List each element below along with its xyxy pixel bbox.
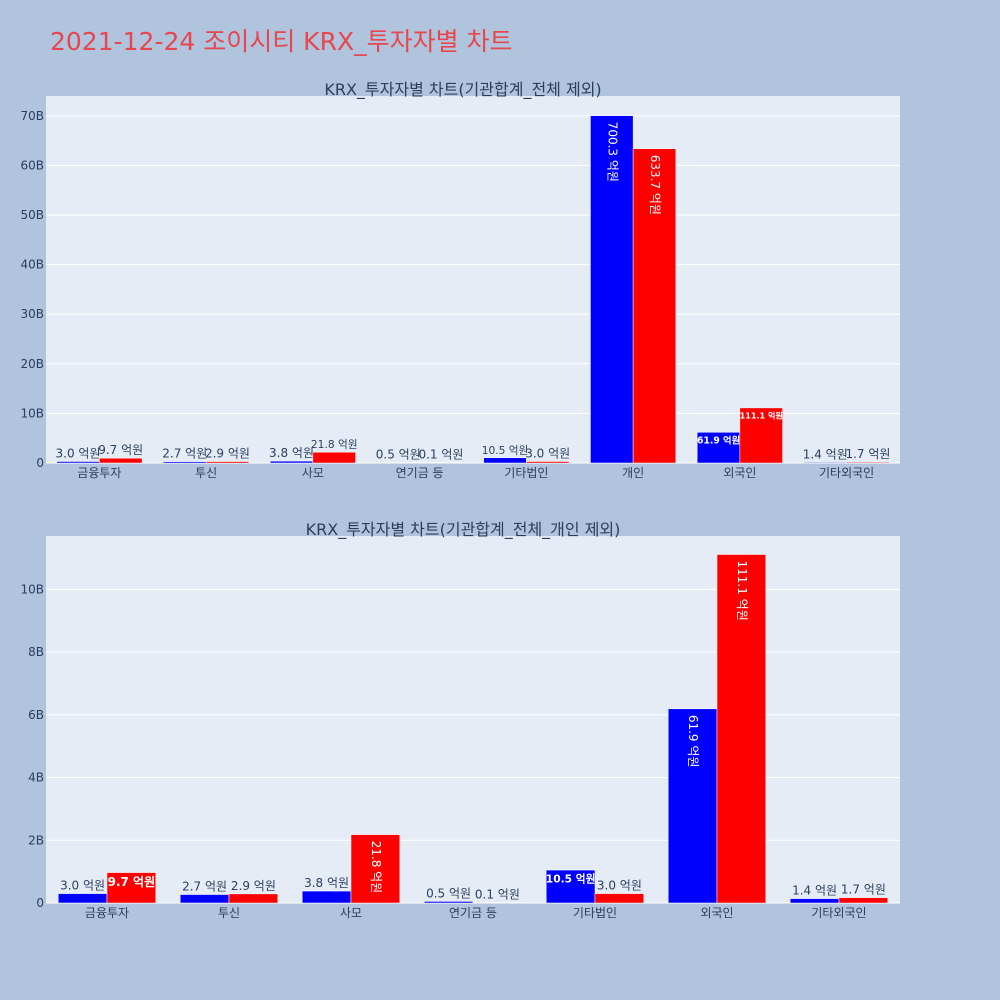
bar (312, 451, 356, 464)
y-tick-label: 10B (20, 406, 44, 420)
data-label: 3.8 억원 (269, 446, 314, 460)
y-tick-label: 0 (36, 456, 44, 470)
x-tick-label: 개인 (622, 466, 644, 480)
bar (667, 708, 718, 904)
bar (350, 834, 401, 904)
y-tick-label: 30B (20, 307, 44, 321)
bar (56, 461, 100, 464)
bar (269, 460, 314, 464)
data-label: 3.0 억원 (525, 447, 570, 461)
y-tick-label: 10B (20, 582, 44, 596)
bar (789, 898, 840, 904)
bar (376, 462, 420, 464)
data-label: 61.9 억원 (686, 715, 700, 768)
x-tick-label: 금융투자 (77, 466, 121, 480)
x-tick-label: 사모 (302, 466, 324, 480)
data-label: 1.7 억원 (841, 883, 886, 897)
data-label: 1.7 억원 (845, 447, 890, 461)
x-tick-label: 외국인 (700, 906, 733, 920)
bar (163, 461, 207, 464)
bar (106, 872, 157, 904)
data-label: 0.5 억원 (426, 886, 471, 900)
y-tick-label: 2B (28, 833, 44, 847)
data-label: 3.8 억원 (304, 876, 349, 890)
plot-area (46, 96, 900, 463)
y-tick-label: 8B (28, 645, 44, 659)
bar (205, 461, 250, 464)
data-label: 61.9 억원 (697, 435, 740, 447)
x-tick-label: 투신 (218, 906, 240, 920)
data-label: 10.5 억원 (546, 873, 596, 886)
bar (423, 901, 474, 904)
bar (301, 890, 352, 904)
y-tick-label: 50B (20, 208, 44, 222)
data-label: 21.8 억원 (369, 841, 383, 894)
chart-1: 0 10B 20B 30B 40B 50B 60B 70B KRX_투자자별 차트(기관합계_전… (20, 80, 900, 480)
y-tick-label: 4B (28, 771, 44, 785)
data-label: 1.4 억원 (792, 884, 837, 898)
bar (803, 462, 847, 464)
data-label: 3.0 억원 (597, 879, 642, 893)
y-tick-label: 70B (20, 109, 44, 123)
data-label: 2.9 억원 (205, 447, 250, 461)
x-tick-label: 기타외국인 (819, 466, 874, 480)
data-label: 633.7 억원 (648, 155, 662, 215)
data-label: 3.0 억원 (60, 879, 105, 893)
bar (483, 457, 527, 464)
x-tick-label: 금융투자 (85, 906, 129, 920)
data-label: 0.1 억원 (475, 888, 520, 902)
x-tick-label: 투신 (195, 466, 217, 480)
data-label: 700.3 억원 (605, 122, 619, 182)
y-tick-label: 6B (28, 708, 44, 722)
bar (632, 148, 677, 464)
bar (526, 461, 570, 464)
x-tick-label: 기타외국인 (811, 906, 866, 920)
bar (545, 869, 596, 904)
bar (838, 897, 889, 904)
bar (179, 894, 230, 904)
bar (228, 893, 279, 904)
page-title: 2021-12-24 조이시티 KRX_투자자별 차트 (50, 27, 513, 56)
data-label: 111.1 억원 (740, 410, 783, 420)
x-tick-label: 외국인 (723, 466, 756, 480)
data-label: 9.7 억원 (108, 875, 156, 889)
data-label: 3.0 억원 (56, 447, 101, 461)
bar (716, 554, 767, 904)
bar (739, 407, 783, 464)
bar (472, 902, 523, 904)
bar (846, 461, 890, 464)
data-label: 10.5 억원 (482, 444, 529, 457)
data-label: 0.1 억원 (418, 448, 463, 462)
bar (696, 432, 741, 464)
y-tick-label: 20B (20, 357, 44, 371)
chart-title: KRX_투자자별 차트(기관합계_전체 제외) (324, 80, 601, 100)
data-label: 1.4 억원 (803, 447, 848, 461)
data-label: 21.8 억원 (311, 438, 358, 451)
x-tick-label: 연기금 등 (449, 906, 497, 920)
bar (594, 893, 645, 904)
y-tick-label: 60B (20, 158, 44, 172)
x-tick-label: 기타법인 (573, 906, 617, 920)
x-tick-label: 사모 (340, 906, 362, 920)
y-tick-label: 40B (20, 258, 44, 272)
bar (57, 893, 108, 904)
data-label: 0.5 억원 (376, 448, 421, 462)
bar (99, 457, 143, 464)
chart-title: KRX_투자자별 차트(기관합계_전체_개인 제외) (306, 520, 621, 540)
data-label: 2.7 억원 (162, 447, 207, 461)
data-label: 9.7 억원 (98, 443, 143, 457)
chart-2: 0 2B 4B 6B 8B 10B KRX_투자자별 차트(기관합계_전체_개인 제외) 금융… (20, 520, 900, 920)
data-label: 2.9 억원 (231, 879, 276, 893)
x-tick-label: 기타법인 (504, 466, 548, 480)
x-tick-label: 연기금 등 (396, 466, 444, 480)
plot-area (46, 536, 900, 903)
data-label: 2.7 억원 (182, 880, 227, 894)
bar (419, 462, 463, 464)
y-tick-label: 0 (36, 896, 44, 910)
data-label: 111.1 억원 (735, 561, 749, 621)
